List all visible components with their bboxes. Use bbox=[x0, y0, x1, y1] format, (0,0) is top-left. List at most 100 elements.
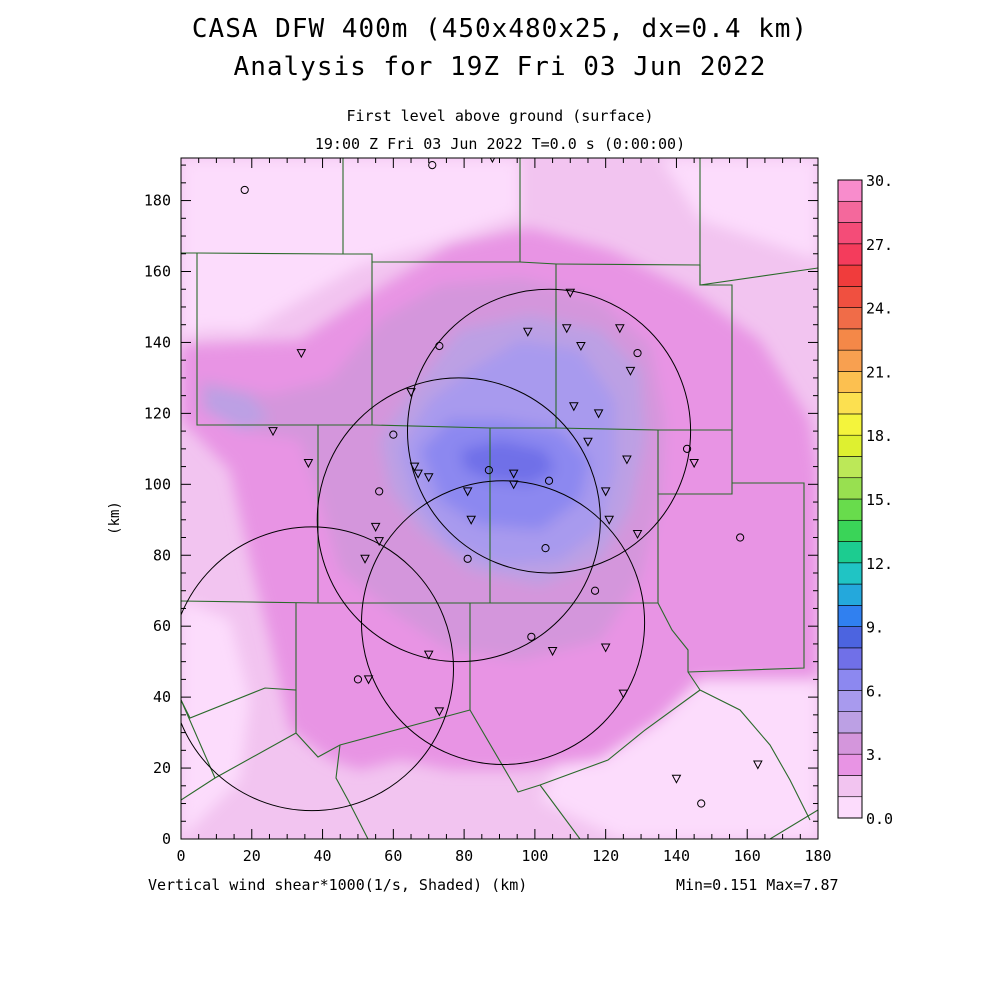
colorbar-label: 21. bbox=[866, 363, 893, 381]
boundary-line bbox=[687, 482, 805, 673]
colorbar-swatch bbox=[837, 668, 863, 691]
y-tick-label: 80 bbox=[153, 546, 171, 564]
boundary-line bbox=[181, 252, 319, 603]
station-circle-marker bbox=[633, 348, 642, 358]
colorbar-swatch bbox=[837, 711, 863, 734]
field-contour-3 bbox=[540, 670, 818, 839]
field-contour-11 bbox=[460, 440, 555, 485]
station-triangle-marker bbox=[522, 327, 533, 337]
station-triangle-marker bbox=[370, 522, 381, 532]
station-triangle-marker bbox=[604, 515, 615, 525]
colorbar-swatch bbox=[837, 328, 863, 351]
colorbar-label: 30. bbox=[866, 172, 893, 190]
colorbar-swatch bbox=[837, 690, 863, 712]
boundary-line bbox=[181, 603, 297, 719]
colorbar-swatch bbox=[837, 775, 863, 798]
x-tick-label: 120 bbox=[592, 847, 619, 865]
colorbar-swatch bbox=[837, 796, 863, 819]
colorbar-label: 6. bbox=[866, 682, 884, 700]
station-triangle-marker bbox=[568, 402, 579, 412]
station-markers bbox=[240, 158, 763, 808]
x-tick-label: 0 bbox=[176, 847, 185, 865]
colorbar-swatch bbox=[837, 753, 863, 776]
station-triangle-marker bbox=[622, 455, 632, 465]
station-triangle-marker bbox=[413, 469, 423, 479]
colorbar-label: 3. bbox=[866, 746, 884, 764]
axes: 0 20 40 60 80 100 120 140 160 180 0 20 40 60 80 100 120 1… bbox=[144, 158, 832, 865]
station-triangle-marker bbox=[689, 459, 699, 469]
colorbar-label: 24. bbox=[866, 300, 893, 318]
station-triangle-marker bbox=[561, 324, 572, 334]
y-tick-label: 160 bbox=[144, 263, 171, 281]
colorbar-label: 0.0 bbox=[866, 810, 893, 828]
boundary-line bbox=[555, 263, 733, 431]
radar-range-ring bbox=[406, 288, 692, 574]
colorbar-swatch bbox=[837, 456, 863, 479]
x-tick-label: 160 bbox=[734, 847, 761, 865]
station-circle-marker bbox=[527, 632, 536, 641]
colorbar-swatch bbox=[837, 179, 863, 202]
boundary-line bbox=[769, 809, 818, 839]
x-tick-label: 40 bbox=[314, 847, 332, 865]
y-tick-label: 20 bbox=[153, 759, 171, 777]
boundary-line bbox=[699, 689, 811, 821]
colorbar-swatch bbox=[837, 371, 863, 393]
colorbar-swatch bbox=[837, 286, 863, 308]
station-circle-marker bbox=[541, 544, 550, 553]
station-triangle-marker bbox=[600, 643, 611, 653]
station-triangle-marker bbox=[374, 537, 385, 547]
y-tick-label: 60 bbox=[153, 617, 171, 635]
colorbar-swatch bbox=[837, 626, 863, 649]
field-contour-2 bbox=[181, 600, 250, 839]
colorbar-label: 12. bbox=[866, 555, 893, 573]
station-triangle-marker bbox=[632, 529, 643, 540]
chart-title: CASA DFW 400m (450x480x25, dx=0.4 km) bbox=[191, 14, 809, 44]
station-triangle-marker bbox=[508, 480, 519, 490]
boundary-line bbox=[469, 689, 701, 793]
boundary-line bbox=[539, 784, 581, 839]
colorbar-swatch bbox=[837, 562, 863, 585]
shear-field bbox=[181, 158, 818, 839]
station-circle-marker bbox=[736, 533, 745, 542]
boundary-line bbox=[657, 602, 701, 691]
y-tick-label: 100 bbox=[144, 475, 171, 493]
colorbar-swatch bbox=[837, 498, 863, 521]
station-circle-marker bbox=[590, 586, 600, 595]
station-triangle-marker bbox=[583, 437, 593, 447]
colorbar-swatch bbox=[837, 243, 863, 266]
y-tick-label: 120 bbox=[144, 404, 171, 422]
station-triangle-marker bbox=[360, 554, 370, 564]
station-triangle-marker bbox=[600, 487, 611, 497]
colorbar-swatch bbox=[837, 519, 863, 542]
station-triangle-marker bbox=[363, 675, 374, 685]
valid-time-label: 19:00 Z Fri 03 Jun 2022 T=0.0 s (0:00:00… bbox=[314, 135, 686, 153]
x-tick-label: 60 bbox=[384, 847, 402, 865]
colorbar-label: 27. bbox=[866, 236, 893, 254]
min-max-label: Min=0.151 Max=7.87 bbox=[676, 876, 839, 894]
station-triangle-marker bbox=[576, 341, 586, 352]
radar-range-ring bbox=[181, 526, 454, 812]
station-triangle-marker bbox=[671, 774, 682, 784]
station-circle-marker bbox=[544, 476, 554, 485]
colorbar-swatch bbox=[837, 541, 863, 564]
boundary-line bbox=[342, 158, 521, 263]
boundary-line bbox=[295, 603, 471, 758]
station-circle-marker bbox=[375, 487, 384, 496]
station-triangle-marker bbox=[409, 462, 420, 472]
x-tick-label: 100 bbox=[521, 847, 548, 865]
colorbar-swatch bbox=[837, 583, 863, 606]
colorbar-label: 18. bbox=[866, 427, 893, 445]
colorbar-swatch bbox=[837, 647, 863, 670]
station-triangle-marker bbox=[753, 760, 763, 770]
field-label: Vertical wind shear*1000(1/s, Shaded) (k… bbox=[148, 876, 528, 894]
x-tick-label: 180 bbox=[804, 847, 831, 865]
station-triangle-marker bbox=[508, 469, 519, 479]
colorbar-swatch bbox=[837, 392, 863, 415]
boundary-line bbox=[181, 600, 490, 604]
boundary-line bbox=[658, 430, 733, 495]
station-circle-marker bbox=[353, 675, 363, 684]
colorbar-swatch bbox=[837, 349, 863, 372]
station-triangle-marker bbox=[625, 366, 636, 376]
x-tick-label: 140 bbox=[663, 847, 690, 865]
colorbar-label: 9. bbox=[866, 619, 884, 637]
